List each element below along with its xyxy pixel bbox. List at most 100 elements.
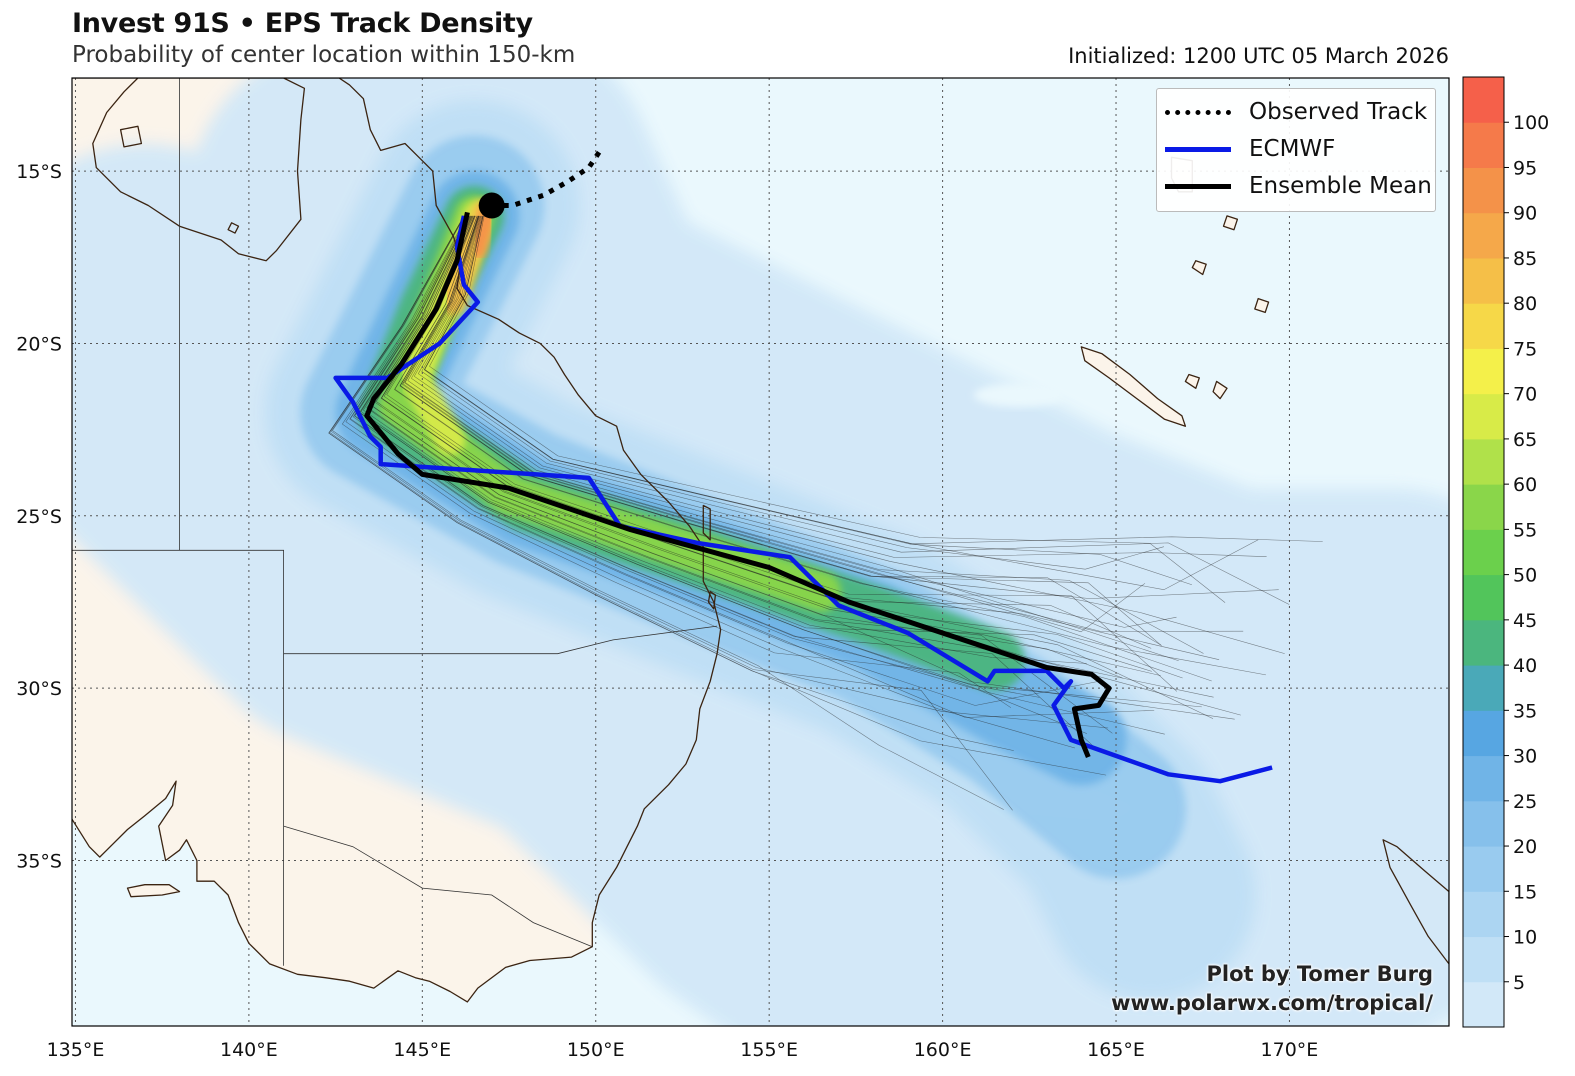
state-border xyxy=(72,549,718,655)
colorbar-segment xyxy=(1463,257,1504,304)
landmass xyxy=(1081,346,1186,427)
coastline xyxy=(1254,297,1270,314)
lon-tick-label: 150°E xyxy=(567,1039,625,1061)
member-track xyxy=(370,215,1123,679)
colorbar-segment xyxy=(1463,981,1504,1028)
coastline xyxy=(119,125,143,148)
colorbar-tick-label: 65 xyxy=(1513,429,1537,451)
observed-track-swatch xyxy=(1165,109,1231,115)
lon-tick-label: 140°E xyxy=(220,1039,278,1061)
lat-tick-label: 20°S xyxy=(16,333,62,355)
ecmwf-track-swatch xyxy=(1165,146,1231,152)
density-band xyxy=(469,204,497,259)
colorbar-tick-label: 80 xyxy=(1513,293,1537,315)
colorbar-tick-label: 60 xyxy=(1513,474,1537,496)
colorbar-segment xyxy=(1463,438,1504,485)
ecmwf-track-line xyxy=(333,215,1273,784)
colorbar-segment xyxy=(1463,800,1504,847)
member-track xyxy=(386,215,1178,692)
member-track xyxy=(341,215,1012,708)
colorbar: 5 10 15 20 25 30 35 40 45 50 55 60 65 70 75 80 85 90 95 100 xyxy=(1462,76,1549,1028)
chart-title: Invest 91S • EPS Track Density xyxy=(72,8,533,39)
colorbar-segment xyxy=(1463,529,1504,576)
member-track xyxy=(366,215,1214,698)
colorbar-tick-label: 15 xyxy=(1513,881,1537,903)
colorbar-segment xyxy=(1463,619,1504,666)
colorbar-tick-label: 10 xyxy=(1513,927,1537,949)
storm-center-marker xyxy=(478,192,505,219)
colorbar-tick-label: 95 xyxy=(1513,157,1537,179)
member-track xyxy=(354,215,1099,751)
colorbar-tick-label: 75 xyxy=(1513,338,1537,360)
member-track xyxy=(349,215,1099,706)
coastline xyxy=(1222,215,1239,231)
colorbar-segment xyxy=(1463,484,1504,530)
coastline xyxy=(1212,380,1228,400)
colorbar-segment xyxy=(1463,393,1504,440)
forecast-tracks xyxy=(333,145,1273,784)
colorbar-tick-label: 35 xyxy=(1513,700,1537,722)
lon-tick-label: 135°E xyxy=(47,1039,105,1061)
lon-tick-label: 170°E xyxy=(1261,1039,1319,1061)
coastline xyxy=(707,590,717,610)
map-frame xyxy=(71,77,1450,1027)
coastline xyxy=(72,78,722,1003)
colorbar-tick-label: 30 xyxy=(1513,746,1537,768)
coastline-layer xyxy=(72,78,1449,1003)
coastline xyxy=(227,222,240,234)
colorbar-segment xyxy=(1463,891,1504,938)
legend-item-ecmwf: ECMWF xyxy=(1165,131,1335,167)
legend-label-ensemble-mean: Ensemble Mean xyxy=(1249,173,1432,199)
member-track xyxy=(417,215,1290,605)
colorbar-segment xyxy=(1463,846,1504,892)
member-track xyxy=(345,215,1075,749)
landmass xyxy=(1192,260,1207,275)
member-track xyxy=(404,215,1204,654)
density-gap xyxy=(973,383,1064,408)
axis-labels: 135°E 140°E 145°E 150°E 155°E 160°E 165°E 170°E… xyxy=(16,161,1318,1061)
member-track xyxy=(360,215,1152,672)
coastline xyxy=(126,884,181,898)
legend-label-ecmwf: ECMWF xyxy=(1249,136,1336,162)
colorbar-tick-label: 40 xyxy=(1513,655,1537,677)
chart-subtitle: Probability of center location within 15… xyxy=(72,42,576,68)
colorbar-tick-label: 90 xyxy=(1513,203,1537,225)
state-border xyxy=(283,825,593,948)
colorbar-tick-label: 85 xyxy=(1513,248,1537,270)
member-track xyxy=(407,215,1179,662)
colorbar-frame xyxy=(1462,76,1505,1028)
colorbar-tick-label: 45 xyxy=(1513,610,1537,632)
legend-item-observed: Observed Track xyxy=(1165,94,1427,130)
observed-track-line xyxy=(491,145,605,208)
lat-tick-label: 35°S xyxy=(16,851,62,873)
credit-author: Plot by Tomer Burg xyxy=(1206,962,1434,986)
colorbar-segment xyxy=(1463,936,1504,983)
colorbar-tick-label: 50 xyxy=(1513,565,1537,587)
legend-item-ensemble-mean: Ensemble Mean xyxy=(1165,168,1432,204)
lat-tick-label: 15°S xyxy=(16,161,62,183)
landmass xyxy=(1185,374,1200,389)
ensemble-mean-track-line xyxy=(364,211,1112,759)
coastline xyxy=(1080,346,1187,427)
member-track xyxy=(359,215,1165,735)
member-track xyxy=(423,215,1192,585)
member-track xyxy=(332,215,1004,810)
colorbar-tick-label: 5 xyxy=(1513,972,1525,994)
lon-tick-label: 165°E xyxy=(1087,1039,1145,1061)
colorbar-segment xyxy=(1463,574,1504,621)
colorbar-segment xyxy=(1463,212,1504,259)
colorbar-tick-label: 25 xyxy=(1513,791,1537,813)
lon-tick-label: 160°E xyxy=(914,1039,972,1061)
member-track xyxy=(413,215,1267,558)
coastline xyxy=(702,504,711,541)
colorbar-segment xyxy=(1463,77,1504,123)
member-track xyxy=(429,215,1226,603)
landmass xyxy=(1254,298,1269,313)
credit-url: www.polarwx.com/tropical/ xyxy=(1111,991,1433,1015)
lat-tick-label: 30°S xyxy=(16,678,62,700)
track-legend: Observed Track ECMWF Ensemble Mean xyxy=(1156,88,1436,212)
initialized-time: Initialized: 1200 UTC 05 March 2026 xyxy=(1068,44,1449,68)
colorbar-segment xyxy=(1463,167,1504,214)
landmass xyxy=(120,126,142,147)
